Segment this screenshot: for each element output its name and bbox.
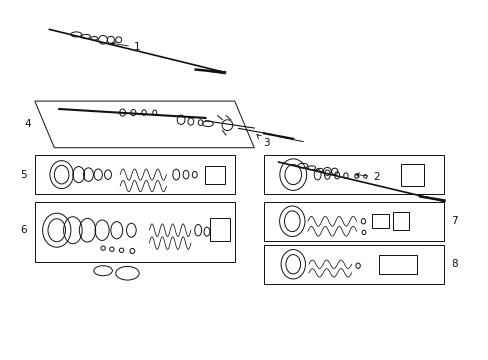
- Text: 6: 6: [20, 225, 27, 235]
- Bar: [392, 212, 408, 230]
- Text: 3: 3: [256, 135, 269, 148]
- Bar: [210, 218, 229, 241]
- Text: 2: 2: [355, 172, 379, 182]
- Text: 4: 4: [24, 120, 31, 129]
- Bar: [205, 166, 224, 184]
- Text: 7: 7: [450, 216, 457, 226]
- Text: 1: 1: [111, 42, 140, 52]
- Text: 5: 5: [20, 170, 27, 180]
- Bar: [400, 163, 423, 186]
- Bar: [371, 214, 388, 228]
- Bar: [378, 255, 416, 274]
- Text: 8: 8: [450, 259, 457, 269]
